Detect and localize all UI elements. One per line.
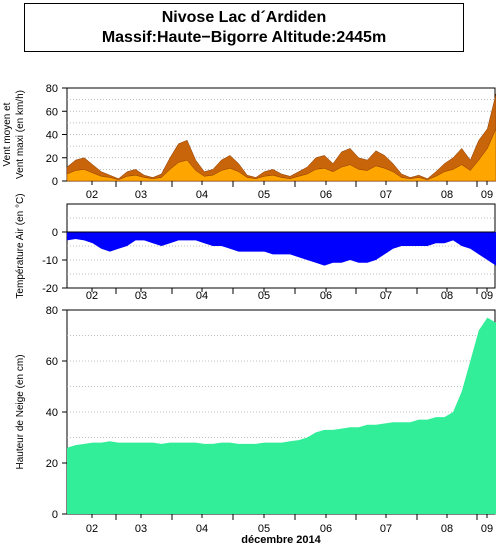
x-tick-label: 06: [320, 189, 332, 201]
x-tick-label: 09: [481, 189, 493, 201]
snow-depth-area: [67, 317, 496, 514]
x-tick-label: 02: [86, 189, 98, 201]
x-tick-label: 03: [135, 290, 147, 302]
wind-max-area: [66, 93, 496, 182]
y-tick-label: 80: [46, 305, 58, 317]
y-tick-label: 60: [46, 106, 58, 118]
wind-mean-area: [66, 128, 496, 182]
x-tick-label: 06: [320, 523, 332, 535]
x-axis-label: décembre 2014: [241, 534, 321, 546]
x-tick-label: 05: [258, 523, 270, 535]
y-tick-label: 60: [46, 356, 58, 368]
x-tick-label: 05: [258, 290, 270, 302]
y-tick-label: 20: [46, 458, 58, 470]
chart-panel-1: 0 20 40 60 80 02 03 04 05 06 07 08 09 Vent moyen et Ve…: [2, 83, 496, 201]
x-tick-label: 03: [135, 189, 147, 201]
x-tick-label: 08: [441, 523, 453, 535]
x-tick-label: 07: [380, 290, 392, 302]
x-tick-label: 07: [380, 189, 392, 201]
y-tick-label: 40: [46, 407, 58, 419]
chart-title-box: Nivose Lac d´Ardiden Massif:Haute−Bigorr…: [24, 3, 464, 52]
y-tick-label: 40: [46, 130, 58, 142]
y-axis-label-line: Vent moyen et: [2, 102, 13, 166]
x-tick-label: 07: [380, 523, 392, 535]
temperature-area: [67, 232, 496, 266]
x-tick-label: 09: [481, 523, 493, 535]
y-tick-label: -20: [42, 283, 58, 295]
x-tick-label: 04: [196, 290, 208, 302]
y-tick-label: 0: [52, 227, 58, 239]
y-axis-label: Température Air (en °C): [15, 193, 26, 298]
x-tick-label: 09: [481, 290, 493, 302]
x-tick-label: 02: [86, 290, 98, 302]
y-tick-label: 0: [52, 176, 58, 188]
y-tick-label: -10: [42, 255, 58, 267]
x-tick-label: 08: [441, 290, 453, 302]
y-tick-label: 0: [52, 509, 58, 521]
chart-title-massif: Massif:Haute−Bigorre Altitude:2445m: [101, 29, 387, 46]
y-axis-label-line: Vent maxi (en km/h): [15, 90, 26, 179]
x-tick-label: 06: [320, 290, 332, 302]
y-tick-label: 80: [46, 83, 58, 95]
chart-panel-3: 0 20 40 60 80 02 03 04 05 06 07 08 09 Hauteur de Neig…: [15, 305, 496, 546]
chart-title-station: Nivose Lac d´Ardiden: [161, 9, 327, 26]
chart-panel-2: -20 -10 0 02 03 04 05 06 07 08 09 Température Air (…: [15, 193, 496, 302]
x-tick-label: 04: [196, 189, 208, 201]
x-tick-label: 02: [86, 523, 98, 535]
x-tick-label: 04: [196, 523, 208, 535]
y-tick-label: 20: [46, 153, 58, 165]
x-tick-label: 05: [258, 189, 270, 201]
x-tick-label: 03: [135, 523, 147, 535]
x-tick-label: 08: [441, 189, 453, 201]
y-axis-label: Hauteur de Neige (en cm): [15, 354, 26, 469]
